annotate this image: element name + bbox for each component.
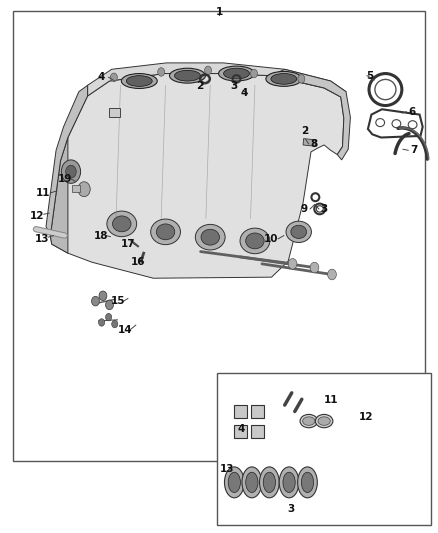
Ellipse shape [259,467,279,498]
Circle shape [251,69,258,78]
Ellipse shape [291,225,307,238]
Text: 3: 3 [321,204,328,214]
Ellipse shape [271,74,297,84]
Bar [234,425,247,438]
Text: 2: 2 [196,82,203,91]
Text: 4: 4 [241,88,248,98]
Ellipse shape [219,66,254,81]
Circle shape [298,75,305,83]
Circle shape [110,73,117,82]
Ellipse shape [246,233,264,249]
Ellipse shape [297,467,317,498]
Bar [234,405,247,418]
Ellipse shape [195,224,225,250]
Ellipse shape [266,71,302,86]
Ellipse shape [301,472,314,492]
Polygon shape [50,138,68,253]
Text: 5: 5 [367,71,374,80]
Bar [217,373,431,525]
Bar [72,185,80,192]
Ellipse shape [240,228,270,254]
Text: 10: 10 [264,234,279,244]
Text: 17: 17 [120,239,135,248]
Circle shape [106,313,112,321]
Polygon shape [50,74,344,278]
Text: 12: 12 [358,412,373,422]
Text: 8: 8 [311,139,318,149]
Circle shape [205,66,212,75]
Text: 12: 12 [30,211,45,221]
Ellipse shape [126,76,152,86]
Ellipse shape [170,68,205,83]
Bar [13,11,425,461]
Ellipse shape [303,417,315,425]
Circle shape [310,262,319,273]
Ellipse shape [300,415,318,427]
Text: 4: 4 [237,424,244,434]
Circle shape [92,296,99,306]
Ellipse shape [156,224,175,240]
Text: 13: 13 [219,464,234,474]
Circle shape [158,68,165,76]
Polygon shape [88,63,346,97]
Text: 11: 11 [323,395,338,405]
Text: 7: 7 [410,146,417,155]
Text: 3: 3 [230,82,237,91]
Text: 1: 1 [215,7,223,17]
Ellipse shape [279,467,299,498]
Polygon shape [46,85,88,236]
Ellipse shape [315,415,333,427]
Text: 4: 4 [98,72,105,82]
Text: 9: 9 [301,204,308,214]
Text: 18: 18 [93,231,108,240]
Text: 6: 6 [408,107,415,117]
Ellipse shape [225,467,244,498]
Bar [251,425,264,438]
Text: 13: 13 [34,234,49,244]
Ellipse shape [283,472,295,492]
Text: 16: 16 [131,257,145,267]
Text: 11: 11 [35,188,50,198]
Bar [303,139,316,146]
Circle shape [78,182,90,197]
Circle shape [66,165,76,178]
Circle shape [112,320,118,328]
Circle shape [61,160,81,183]
Circle shape [99,291,107,301]
Polygon shape [272,69,350,160]
Bar [109,108,120,117]
Text: 15: 15 [111,296,126,306]
Circle shape [106,300,113,310]
Bar [251,405,264,418]
Ellipse shape [228,472,240,492]
Circle shape [288,259,297,269]
Ellipse shape [263,472,276,492]
Text: 19: 19 [58,174,72,183]
Ellipse shape [174,70,201,81]
Ellipse shape [242,467,261,498]
Ellipse shape [113,216,131,232]
Ellipse shape [286,221,311,243]
Text: 3: 3 [288,504,295,514]
Ellipse shape [107,211,137,237]
Ellipse shape [151,219,180,245]
Text: 14: 14 [117,326,132,335]
Text: 2: 2 [301,126,308,135]
Ellipse shape [318,417,330,425]
Ellipse shape [121,74,157,88]
Ellipse shape [201,229,219,245]
Ellipse shape [246,472,258,492]
Circle shape [328,269,336,280]
Ellipse shape [223,68,250,79]
Circle shape [99,319,105,326]
